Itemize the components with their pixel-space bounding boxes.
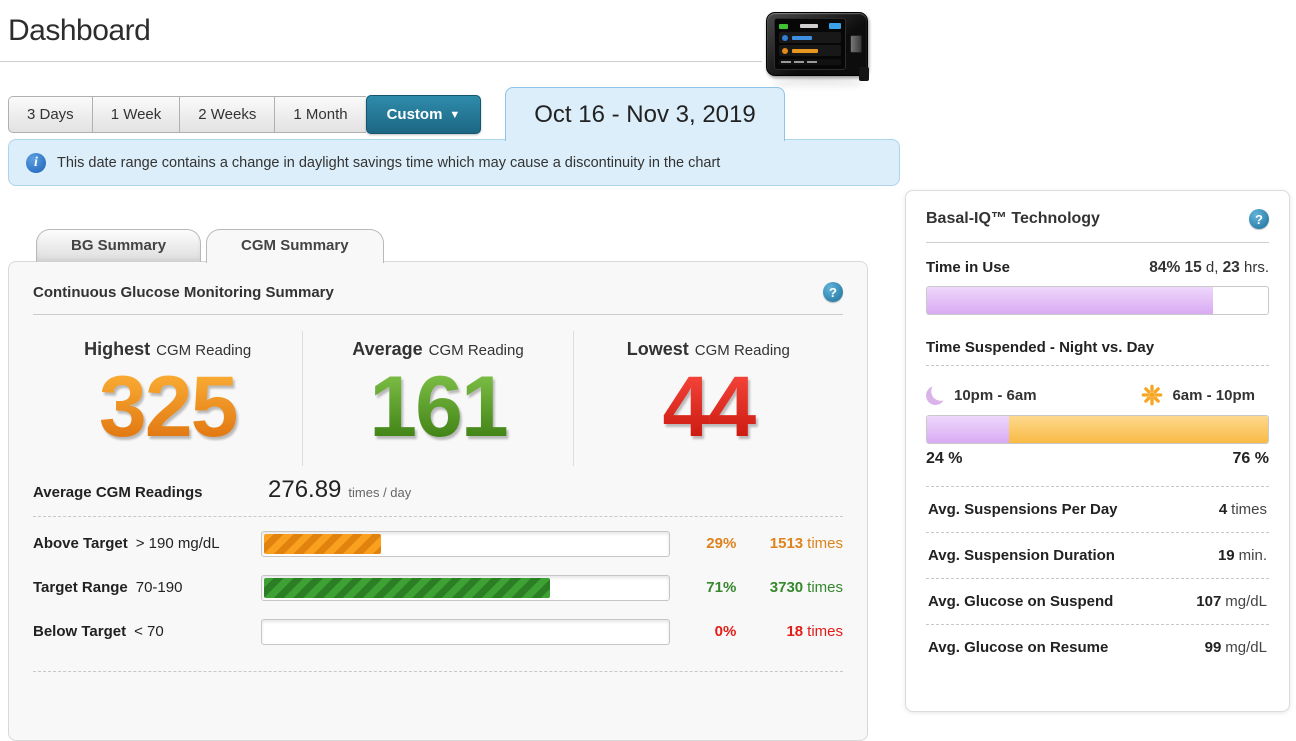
header-divider: [0, 61, 762, 62]
avg-readings-value: 276.89: [268, 475, 342, 503]
chevron-down-icon: ▼: [449, 108, 461, 121]
below-target-bar: [260, 618, 671, 645]
date-range-buttons: 3 Days 1 Week 2 Weeks 1 Month Custom ▼: [8, 95, 482, 134]
time-in-use-bar: [926, 286, 1269, 315]
night-range-label: 10pm - 6am: [954, 386, 1037, 404]
dst-notice-banner: i This date range contains a change in d…: [8, 139, 900, 186]
night-day-legend: 10pm - 6am 6am - 10pm: [926, 384, 1269, 406]
avg-glucose-suspend-row: Avg. Glucose on Suspend 107 mg/dL: [926, 579, 1269, 625]
tab-cgm-summary[interactable]: CGM Summary: [206, 229, 384, 263]
target-range-bar: [260, 574, 671, 601]
highest-cgm-reading: Highest CGM Reading 325: [33, 331, 302, 466]
pump-battery-icon: [779, 23, 788, 29]
moon-icon: [924, 384, 947, 407]
highest-value: 325: [33, 363, 302, 452]
basal-iq-panel: Basal-IQ™ Technology ? Time in Use 84% 1…: [905, 190, 1290, 712]
summary-tabs: BG Summary CGM Summary: [36, 229, 384, 263]
range-custom-button[interactable]: Custom ▼: [365, 95, 482, 134]
below-target-row: Below Target < 70 0% 18 times: [33, 617, 843, 647]
average-value: 161: [303, 363, 572, 452]
avg-duration-row: Avg. Suspension Duration 19 min.: [926, 533, 1269, 579]
night-percent: 24 %: [926, 450, 963, 467]
time-suspended-title: Time Suspended - Night vs. Day: [926, 339, 1155, 356]
time-in-use-percent: 84%: [1149, 259, 1181, 276]
pump-options-icon: [782, 47, 788, 54]
cgm-summary-panel: Continuous Glucose Monitoring Summary ? …: [8, 261, 868, 741]
pump-screen: [774, 18, 846, 70]
day-range-label: 6am - 10pm: [1172, 386, 1255, 404]
tab-bg-summary[interactable]: BG Summary: [36, 229, 202, 262]
range-1-month-button[interactable]: 1 Month: [274, 96, 366, 133]
pump-device-image: [766, 12, 876, 98]
basal-panel-title: Basal-IQ™ Technology: [926, 210, 1100, 227]
pump-bolus-icon: [782, 34, 788, 41]
cgm-panel-title: Continuous Glucose Monitoring Summary: [33, 283, 334, 301]
range-3-days-button[interactable]: 3 Days: [8, 96, 92, 133]
day-fill: [1008, 416, 1268, 443]
selected-date-range-tab[interactable]: Oct 16 - Nov 3, 2019: [505, 87, 785, 141]
help-icon[interactable]: ?: [823, 282, 843, 302]
page-title: Dashboard: [8, 14, 151, 47]
night-day-bar: [926, 415, 1269, 444]
help-icon[interactable]: ?: [1249, 209, 1269, 229]
above-target-row: Above Target > 190 mg/dL 29% 1513 times: [33, 529, 843, 559]
above-target-bar: [260, 530, 671, 557]
lowest-value: 44: [574, 363, 843, 452]
time-in-use-row: Time in Use 84% 15 d, 23 hrs.: [926, 259, 1269, 276]
sun-icon: [1141, 384, 1163, 406]
cgm-big-stats: Highest CGM Reading 325 Average CGM Readin…: [33, 331, 843, 466]
lowest-cgm-reading: Lowest CGM Reading 44: [572, 331, 843, 466]
target-range-row: Target Range 70-190 71% 3730 times: [33, 573, 843, 603]
range-1-week-button[interactable]: 1 Week: [91, 96, 180, 133]
range-2-weeks-button[interactable]: 2 Weeks: [179, 96, 275, 133]
average-cgm-reading: Average CGM Reading 161: [302, 331, 572, 466]
avg-suspensions-row: Avg. Suspensions Per Day 4 times: [926, 487, 1269, 533]
avg-glucose-resume-row: Avg. Glucose on Resume 99 mg/dL: [928, 639, 1267, 656]
dst-notice-text: This date range contains a change in day…: [57, 154, 721, 171]
night-fill: [927, 416, 1009, 443]
average-cgm-readings-row: Average CGM Readings 276.89 times / day: [33, 475, 412, 503]
day-percent: 76 %: [1232, 450, 1269, 467]
info-icon: i: [26, 153, 46, 173]
